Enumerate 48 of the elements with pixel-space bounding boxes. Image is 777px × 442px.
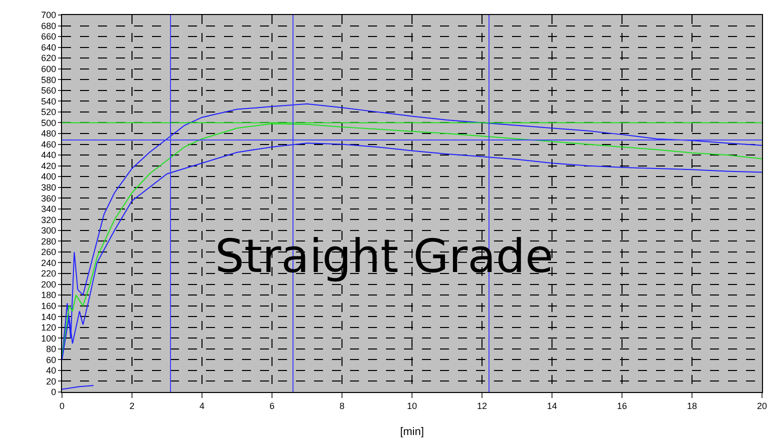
x-tick-label: 10 [406,400,418,411]
x-tick-label: 2 [129,400,135,411]
y-tick-label: 60 [46,354,56,365]
y-tick-label: 160 [41,300,56,311]
y-tick-label: 300 [41,226,56,236]
y-tick-label: 640 [41,42,56,52]
y-tick-label: 260 [41,247,56,258]
x-tick-label: 0 [59,400,65,411]
y-tick-label: 400 [41,172,56,182]
x-tick-label: 20 [756,400,768,411]
y-tick-label: 140 [41,312,56,322]
x-tick-label: 8 [339,400,345,411]
y-tick-label: 320 [41,214,56,225]
y-tick-label: 280 [41,236,56,246]
y-tick-label: 220 [41,268,56,279]
x-tick-label: 18 [686,400,698,411]
y-tick-label: 520 [41,107,56,118]
x-tick-label: 14 [546,400,558,411]
y-tick-label: 440 [41,150,56,160]
y-tick-label: 240 [41,258,56,268]
x-axis-title: [min] [400,426,424,438]
y-tick-label: 560 [41,86,56,96]
y-tick-label: 200 [41,279,56,290]
y-tick-label: 20 [46,376,56,386]
y-tick-label: 480 [41,128,56,139]
y-tick-label: 460 [41,139,56,150]
x-tick-label: 16 [616,400,628,411]
y-tick-label: 80 [46,344,56,354]
y-tick-label: 680 [41,20,56,31]
y-tick-label: 660 [41,32,56,42]
y-tick-label: 540 [41,96,56,106]
y-tick-label: 700 [41,10,56,20]
y-tick-label: 360 [41,193,56,204]
y-tick-label: 600 [41,64,56,74]
y-tick-label: 340 [41,204,56,214]
y-tick-label: 620 [41,53,56,64]
x-tick-label: 12 [476,400,488,411]
x-tick-label: 6 [269,400,275,411]
x-tick-label: 4 [199,400,205,411]
y-tick-label: 180 [41,290,56,300]
y-tick-label: 120 [41,322,56,333]
y-tick-label: 100 [41,333,56,344]
y-tick-label: 420 [41,160,56,171]
y-tick-label: 380 [41,182,56,192]
y-tick-label: 0 [51,387,56,398]
y-tick-label: 40 [46,366,56,376]
y-tick-label: 500 [41,118,56,128]
y-tick-label: 580 [41,74,56,85]
